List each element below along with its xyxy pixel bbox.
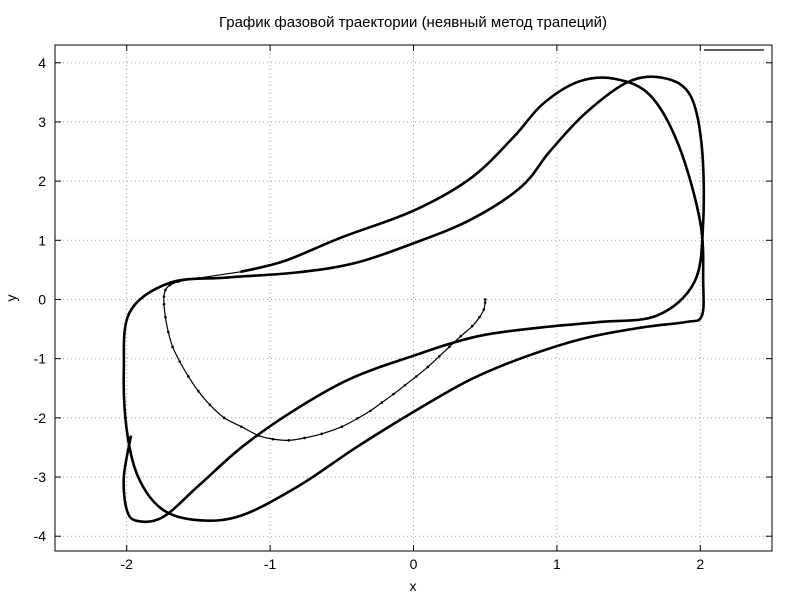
data-point-marker [470,324,474,328]
data-point-marker [415,375,418,378]
series-limit-cycle-line [122,75,706,524]
data-point-marker [340,425,344,429]
data-point-marker [356,417,359,420]
y-tick-label: 4 [38,55,46,71]
data-point-marker [320,432,324,436]
data-point-marker [178,360,182,363]
data-point-marker [483,301,487,304]
x-tick-label: 0 [410,556,418,572]
data-point-marker [164,288,167,292]
x-tick-label: 1 [553,556,561,572]
data-point-marker [168,283,172,287]
y-tick-label: 3 [38,114,46,130]
y-tick-label: 2 [38,173,46,189]
y-tick-label: 0 [38,291,46,307]
y-tick-label: 1 [38,232,46,248]
data-point-marker [162,302,166,306]
data-point-marker [240,270,243,273]
data-point-marker [197,389,200,393]
data-point-marker [208,403,212,407]
data-point-marker [177,280,180,284]
data-point-marker [478,315,481,319]
data-point-marker [166,330,170,334]
data-point-marker [403,383,407,387]
data-point-marker [187,375,190,378]
plot-area [122,75,706,524]
x-axis-label: x [410,578,417,594]
y-tick-label: -2 [34,410,47,426]
data-point-marker [162,295,166,298]
data-point-marker [303,436,306,440]
y-tick-label: -3 [34,469,47,485]
data-point-marker [271,437,275,441]
y-tick-label: -4 [34,528,47,544]
data-point-marker [438,354,441,358]
axis-ticks: -2 -1 0 1 2 -4 -3 -2 -1 0 1 2 3 4 [34,45,772,572]
data-point-marker [369,409,372,413]
y-axis-label: y [3,295,19,302]
data-point-marker [426,365,430,369]
data-point-marker [240,425,243,429]
data-point-marker [448,345,451,349]
data-point-marker [459,334,463,338]
x-tick-label: 2 [696,556,704,572]
y-tick-label: -1 [34,351,47,367]
chart-title: График фазовой траектории (неявный метод… [219,14,607,31]
data-point-marker [392,392,395,396]
data-point-marker [482,308,486,311]
x-tick-label: -1 [264,556,277,572]
data-point-marker [483,298,487,301]
data-point-marker [257,434,260,437]
data-point-marker [171,345,174,349]
data-point-marker [287,439,291,442]
data-point-marker [197,276,200,280]
data-point-marker [222,416,226,420]
x-tick-label: -2 [120,556,133,572]
plot-frame [54,44,773,552]
data-point-marker [164,315,167,319]
data-point-marker [380,401,384,404]
